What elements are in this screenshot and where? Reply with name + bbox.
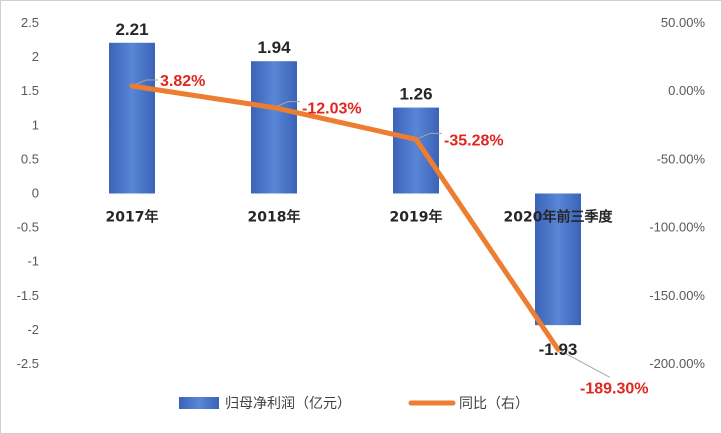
data-labels: 2.21 1.94 1.26 -1.93 3.82% -12.03% -35.28% -189… bbox=[115, 20, 648, 398]
bar bbox=[109, 42, 155, 194]
line-point bbox=[414, 137, 418, 141]
line-series bbox=[129, 83, 561, 352]
left-axis: 2.5 2 1.5 1 0.5 0 -0.5 -1 -1.5 -2 -2.5 bbox=[17, 15, 39, 371]
left-tick-label: 0 bbox=[32, 186, 39, 201]
line-point bbox=[130, 84, 134, 88]
legend: 归母净利润（亿元） 同比（右） bbox=[179, 395, 529, 412]
line-value-label: 3.82% bbox=[160, 73, 205, 90]
category-axis: 2017年 2018年 2019年 2020年前三季度 bbox=[106, 209, 614, 226]
category-label: 2018年 bbox=[248, 209, 301, 226]
left-tick-label: 1 bbox=[32, 117, 39, 132]
line-point bbox=[272, 106, 276, 110]
bar-value-label: 2.21 bbox=[115, 20, 148, 39]
right-tick-label: -100.00% bbox=[649, 220, 705, 235]
line-value-label: -189.30% bbox=[580, 380, 649, 397]
right-tick-label: 0.00% bbox=[668, 83, 705, 98]
category-label: 2020年前三季度 bbox=[504, 209, 614, 226]
right-tick-label: -150.00% bbox=[649, 288, 705, 303]
bar-series bbox=[109, 42, 581, 326]
line-point bbox=[556, 347, 560, 351]
bar-value-label: 1.26 bbox=[399, 85, 432, 104]
left-tick-label: -1.5 bbox=[17, 288, 39, 303]
line-value-label: -12.03% bbox=[302, 101, 362, 118]
left-tick-label: 2 bbox=[32, 49, 39, 64]
right-tick-label: -50.00% bbox=[657, 151, 706, 166]
bar bbox=[535, 193, 581, 326]
legend-bar-label: 归母净利润（亿元） bbox=[225, 395, 351, 412]
line-path bbox=[129, 83, 561, 352]
leader-line bbox=[131, 79, 158, 87]
leader-lines bbox=[131, 79, 611, 378]
line-value-label: -35.28% bbox=[444, 132, 504, 149]
bar bbox=[393, 107, 439, 194]
bar-value-label: -1.93 bbox=[539, 340, 578, 359]
leader-line bbox=[415, 132, 442, 140]
bar bbox=[251, 61, 297, 194]
legend-bar-swatch bbox=[179, 397, 219, 409]
category-label: 2017年 bbox=[106, 209, 159, 226]
right-tick-label: -200.00% bbox=[649, 356, 705, 371]
right-axis: 50.00% 0.00% -50.00% -100.00% -150.00% -200.0… bbox=[649, 15, 705, 371]
category-label: 2019年 bbox=[390, 209, 443, 226]
leader-line bbox=[273, 101, 300, 109]
bar-value-label: 1.94 bbox=[257, 38, 291, 57]
left-tick-label: 0.5 bbox=[21, 151, 39, 166]
right-tick-label: 50.00% bbox=[661, 15, 706, 30]
leader-line bbox=[557, 348, 611, 378]
left-tick-label: -2 bbox=[27, 322, 39, 337]
left-tick-label: 2.5 bbox=[21, 15, 39, 30]
legend-line-label: 同比（右） bbox=[459, 396, 529, 412]
left-tick-label: 1.5 bbox=[21, 83, 39, 98]
left-tick-label: -1 bbox=[27, 254, 39, 269]
left-tick-label: -0.5 bbox=[17, 220, 39, 235]
left-tick-label: -2.5 bbox=[17, 356, 39, 371]
